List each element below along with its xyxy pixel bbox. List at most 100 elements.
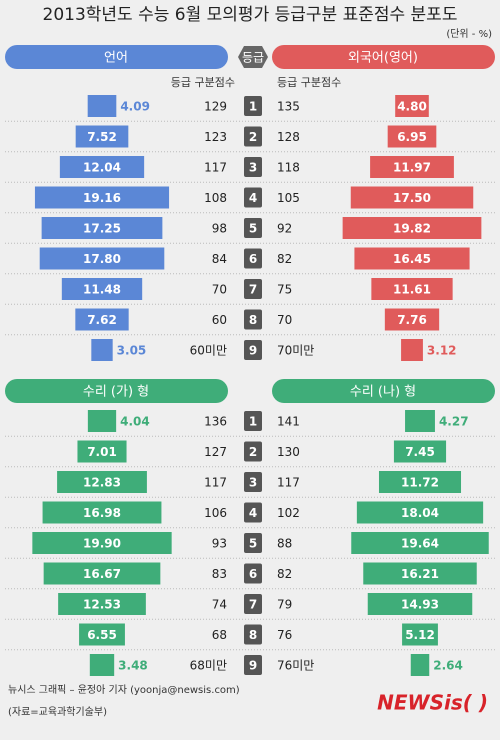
value-label: 17.80: [83, 252, 121, 266]
grade-header: 등급: [242, 51, 264, 65]
score: 82: [277, 252, 292, 266]
bar: [43, 562, 161, 585]
column-header: 등급 구분점수: [171, 76, 235, 89]
bar: [384, 308, 440, 331]
grade: 2: [249, 445, 257, 459]
grade: 4: [249, 191, 257, 205]
bar: [87, 95, 117, 117]
bar: [402, 623, 438, 646]
header-pill: [272, 45, 495, 69]
grade-box: [244, 441, 262, 462]
credit: 뉴시스 그래픽 – 윤정아 기자 (yoonja@newsis.com): [8, 684, 240, 696]
value-label: 3.05: [117, 344, 147, 358]
bar: [39, 247, 165, 270]
score: 117: [204, 476, 227, 490]
bar: [75, 308, 129, 331]
series-name: 언어: [104, 51, 128, 66]
bar: [75, 125, 129, 148]
grade: 5: [249, 537, 257, 551]
score: 60미만: [190, 344, 227, 358]
score: 136: [204, 415, 227, 429]
grade-box: [244, 340, 262, 360]
score: 74: [212, 598, 227, 612]
bar: [57, 471, 147, 493]
header-pill: [5, 379, 228, 403]
bar: [387, 125, 437, 148]
score: 127: [204, 445, 227, 459]
score: 75: [277, 283, 292, 297]
value-label: 6.55: [87, 628, 117, 642]
bar: [342, 217, 482, 239]
bar: [356, 501, 484, 524]
grade: 2: [249, 130, 257, 144]
score: 84: [212, 252, 227, 266]
bar: [410, 654, 430, 676]
value-label: 19.90: [83, 537, 121, 551]
bar: [87, 410, 117, 432]
bar: [367, 593, 473, 615]
grade-box: [244, 472, 262, 492]
series-name: 수리 (나) 형: [350, 385, 416, 400]
score: 76미만: [277, 659, 314, 673]
grade: 3: [249, 161, 257, 175]
value-label: 17.50: [393, 191, 431, 205]
score: 117: [204, 161, 227, 175]
bar: [91, 339, 113, 361]
value-label: 11.97: [393, 161, 431, 175]
bar: [61, 278, 143, 300]
grade: 8: [249, 628, 257, 642]
score: 70: [212, 283, 227, 297]
score: 60: [212, 313, 227, 327]
grade-box: [244, 157, 262, 177]
grade-box: [244, 502, 262, 523]
grade-box: [244, 248, 262, 269]
score: 79: [277, 598, 292, 612]
value-label: 19.16: [83, 191, 121, 205]
grade-box: [244, 218, 262, 238]
score: 83: [212, 567, 227, 581]
grade: 8: [249, 313, 257, 327]
value-label: 7.62: [87, 313, 117, 327]
grade-header-box: [238, 46, 268, 68]
value-label: 4.27: [439, 415, 469, 429]
bar: [58, 593, 146, 615]
value-label: 3.12: [427, 344, 457, 358]
score: 128: [277, 130, 300, 144]
bar: [32, 532, 172, 554]
value-label: 7.01: [87, 445, 117, 459]
value-label: 11.61: [393, 283, 431, 297]
grade-box: [244, 411, 262, 431]
value-label: 3.48: [118, 659, 148, 673]
value-label: 4.80: [397, 100, 427, 114]
grade-box: [244, 594, 262, 614]
grade: 7: [249, 283, 257, 297]
bar: [378, 471, 462, 493]
grade: 9: [249, 344, 257, 358]
score: 123: [204, 130, 227, 144]
value-label: 16.21: [401, 567, 439, 581]
grade: 4: [249, 506, 257, 520]
grade-box: [244, 655, 262, 675]
score: 106: [204, 506, 227, 520]
score: 102: [277, 506, 300, 520]
value-label: 18.04: [401, 506, 439, 520]
grade: 3: [249, 476, 257, 490]
grade-box: [244, 187, 262, 208]
grade-box: [244, 624, 262, 645]
bar: [371, 278, 453, 300]
bar: [79, 623, 125, 646]
value-label: 6.95: [397, 130, 427, 144]
score: 70: [277, 313, 292, 327]
bar: [41, 217, 163, 239]
score: 105: [277, 191, 300, 205]
header-pill: [5, 45, 228, 69]
score: 141: [277, 415, 300, 429]
score: 70미만: [277, 344, 314, 358]
bar: [370, 156, 454, 178]
bar: [363, 562, 477, 585]
grade: 1: [249, 415, 257, 429]
value-label: 16.67: [83, 567, 121, 581]
grade-box: [244, 533, 262, 553]
unit: (단위 - %): [446, 27, 492, 40]
series-name: 수리 (가) 형: [83, 385, 149, 400]
